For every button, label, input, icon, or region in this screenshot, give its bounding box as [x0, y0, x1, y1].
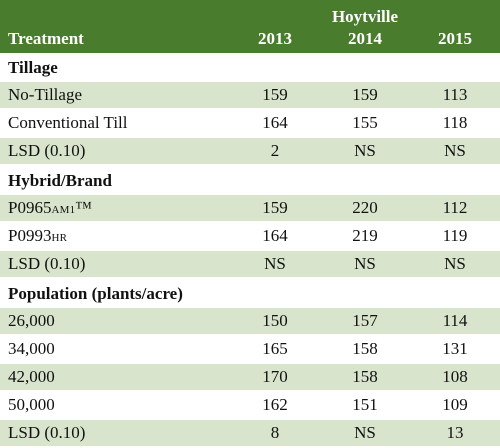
row-label: 50,000 — [0, 391, 230, 420]
row-label: P0965AM1™ — [0, 195, 230, 223]
section-heading-row: Hybrid/Brand — [0, 165, 500, 195]
row-label: LSD (0.10) — [0, 419, 230, 448]
row-label: Conventional Till — [0, 109, 230, 138]
table-row: Conventional Till 164 155 118 — [0, 109, 500, 138]
section-heading-row: Population (plants/acre) — [0, 278, 500, 308]
cell-value: 164 — [230, 222, 320, 251]
cell-value: 2 — [230, 137, 320, 166]
cell-value: 8 — [230, 419, 320, 448]
treatment-column-header: Treatment — [0, 27, 230, 53]
table-row: LSD (0.10) 8 NS 13 — [0, 419, 500, 448]
cell-value: 112 — [410, 195, 500, 223]
cell-value: 119 — [410, 222, 500, 251]
cell-value: 131 — [410, 335, 500, 364]
cell-value: 157 — [320, 308, 410, 336]
year-column-header: 2014 — [320, 27, 410, 53]
cell-value: 158 — [320, 335, 410, 364]
cell-value: NS — [320, 419, 410, 448]
cell-value: NS — [320, 250, 410, 279]
trademark-mark: ™ — [75, 198, 92, 217]
row-label: No-Tillage — [0, 82, 230, 110]
cell-value: 114 — [410, 308, 500, 336]
cell-value: 162 — [230, 391, 320, 420]
cell-value: 13 — [410, 419, 500, 448]
cell-value: NS — [320, 137, 410, 166]
cell-value: 150 — [230, 308, 320, 336]
hybrid-name: P0993 — [8, 226, 52, 245]
cell-value: 151 — [320, 391, 410, 420]
row-label: P0993HR — [0, 222, 230, 251]
year-column-header: 2015 — [410, 27, 500, 53]
table-header-row: Treatment 2013 2014 2015 — [0, 27, 500, 53]
hybrid-name: P0965 — [8, 198, 52, 217]
cell-value: 159 — [320, 82, 410, 110]
cell-value: 118 — [410, 109, 500, 138]
table-row: 34,000 165 158 131 — [0, 335, 500, 364]
row-label: LSD (0.10) — [0, 137, 230, 166]
cell-value: 109 — [410, 391, 500, 420]
section-title: Tillage — [0, 53, 500, 82]
table-row: 26,000 150 157 114 — [0, 308, 500, 336]
cell-value: 220 — [320, 195, 410, 223]
table-row: LSD (0.10) NS NS NS — [0, 250, 500, 279]
section-heading-row: Tillage — [0, 53, 500, 82]
cell-value: 155 — [320, 109, 410, 138]
cell-value: 113 — [410, 82, 500, 110]
table-row: 42,000 170 158 108 — [0, 363, 500, 392]
cell-value: 159 — [230, 82, 320, 110]
year-column-header: 2013 — [230, 27, 320, 53]
section-title: Hybrid/Brand — [0, 165, 500, 195]
cell-value: 164 — [230, 109, 320, 138]
cell-value: 165 — [230, 335, 320, 364]
cell-value: 158 — [320, 363, 410, 392]
table-row: No-Tillage 159 159 113 — [0, 82, 500, 110]
cell-value: 108 — [410, 363, 500, 392]
hybrid-trait-suffix: AM1 — [51, 204, 76, 216]
cell-value: 219 — [320, 222, 410, 251]
cell-value: 159 — [230, 195, 320, 223]
row-label: LSD (0.10) — [0, 250, 230, 279]
cell-value: NS — [410, 250, 500, 279]
cell-value: NS — [410, 137, 500, 166]
cell-value: 170 — [230, 363, 320, 392]
row-label: 34,000 — [0, 335, 230, 364]
table-header-location-row: Hoytville — [0, 0, 500, 27]
table-row: P0965AM1™ 159 220 112 — [0, 195, 500, 223]
table-row: LSD (0.10) 2 NS NS — [0, 137, 500, 166]
row-label: 26,000 — [0, 308, 230, 336]
hybrid-trait-suffix: HR — [51, 232, 68, 244]
section-title: Population (plants/acre) — [0, 278, 500, 308]
row-label: 42,000 — [0, 363, 230, 392]
cell-value: NS — [230, 250, 320, 279]
table-row: P0993HR 164 219 119 — [0, 222, 500, 251]
location-heading: Hoytville — [230, 0, 500, 27]
table-row: 50,000 162 151 109 — [0, 391, 500, 420]
